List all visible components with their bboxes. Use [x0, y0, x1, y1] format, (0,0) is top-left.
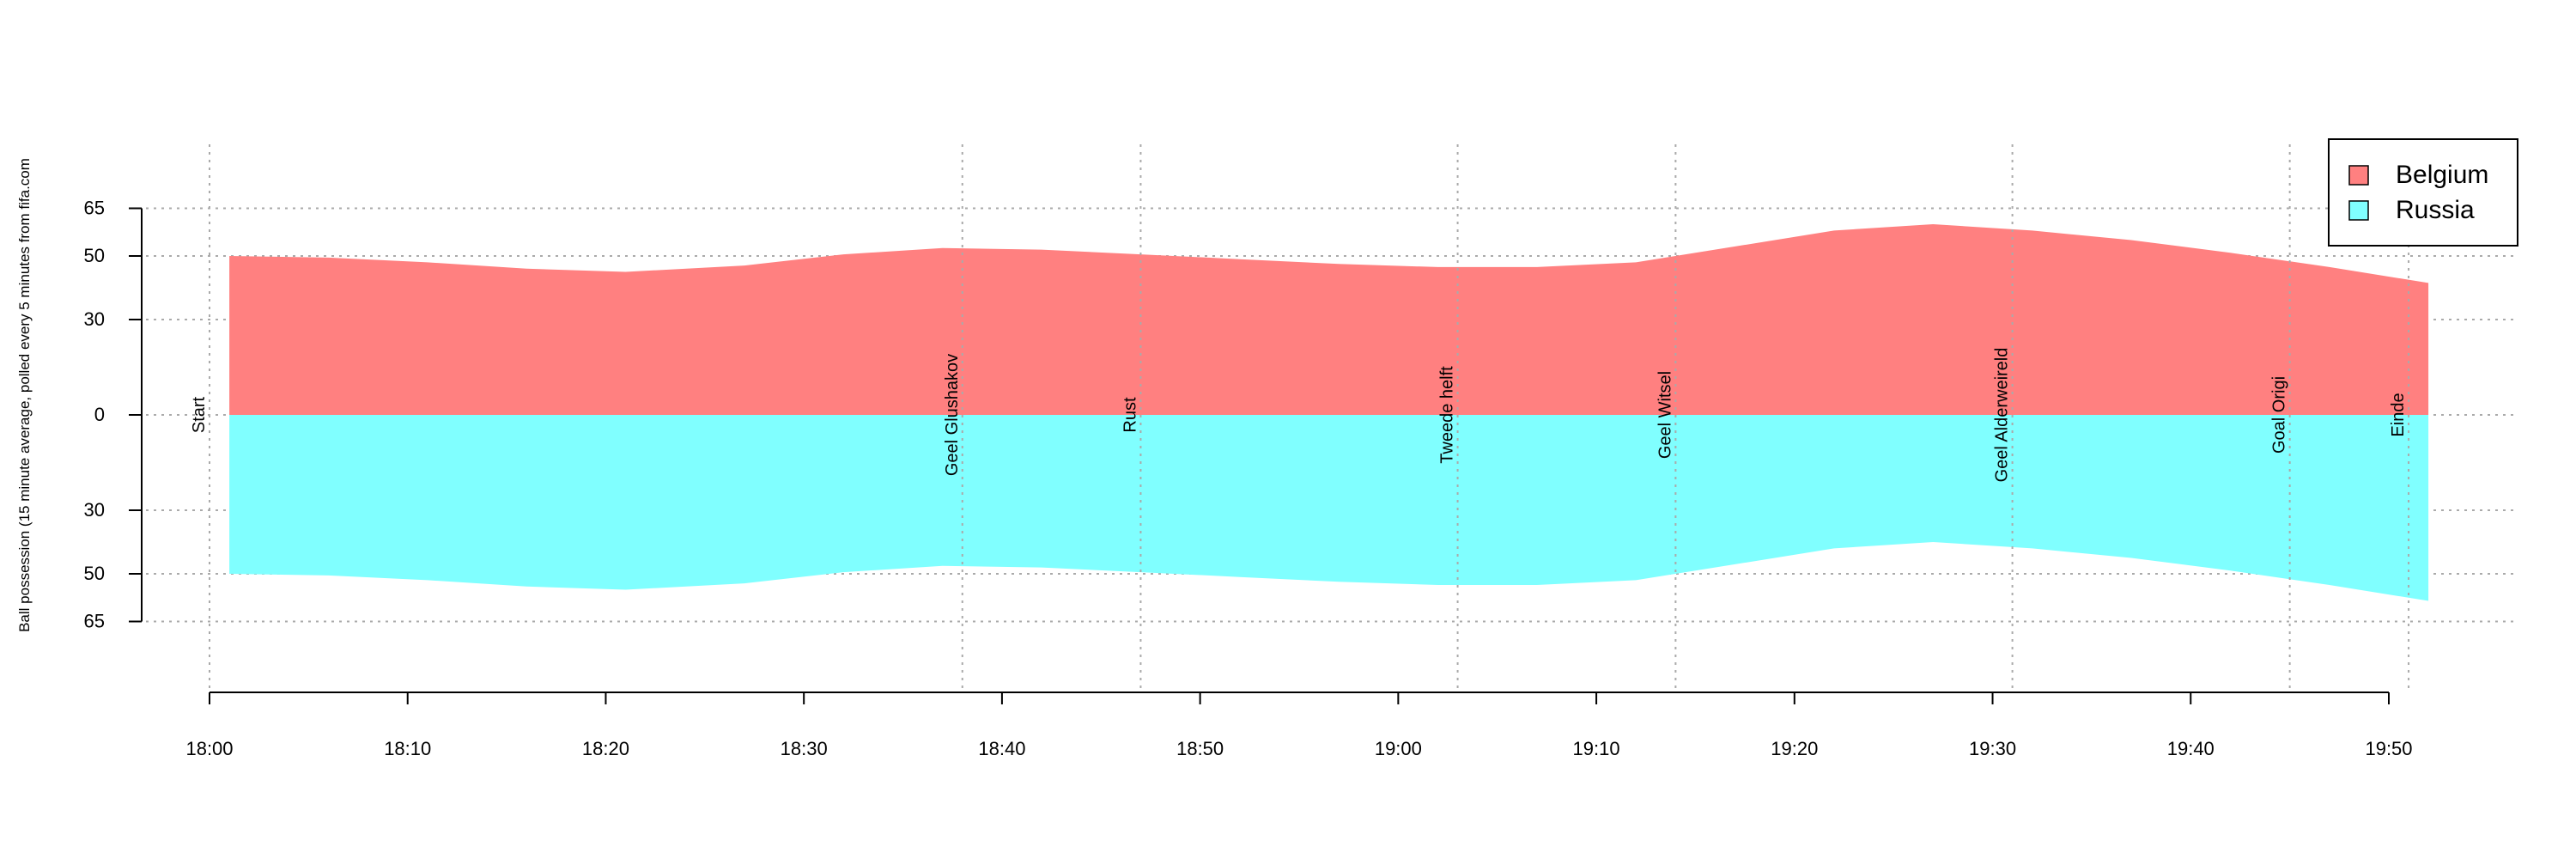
x-tick-label-10: 19:40 — [2167, 738, 2215, 759]
event-label-4: Geel Witsel — [1656, 371, 1674, 459]
x-tick-label-8: 19:20 — [1771, 738, 1818, 759]
event-label-1: Geel Glushakov — [943, 354, 962, 476]
possession-areas — [229, 224, 2429, 601]
x-tick-label-4: 18:40 — [978, 738, 1025, 759]
x-tick-label-0: 18:00 — [185, 738, 233, 759]
event-label-5: Geel Alderweireld — [1993, 348, 2012, 483]
area-russia — [229, 415, 2429, 601]
legend-label-belgium: Belgium — [2396, 161, 2488, 189]
legend-label-russia: Russia — [2396, 196, 2475, 224]
y-tick-label-top-0: 0 — [94, 404, 105, 425]
event-label-2: Rust — [1121, 397, 1139, 433]
x-tick-label-3: 18:30 — [781, 738, 828, 759]
x-tick-label-11: 19:50 — [2365, 738, 2412, 759]
legend-swatch-belgium — [2348, 165, 2369, 186]
y-tick-label-top-30: 30 — [84, 308, 105, 330]
y-axis-label: Ball possession (15 minute average, poll… — [16, 158, 33, 632]
x-tick-label-5: 18:50 — [1176, 738, 1224, 759]
y-tick-label-bottom-30: 30 — [84, 499, 105, 521]
x-tick-label-9: 19:30 — [1969, 738, 2016, 759]
event-label-3: Tweede helft — [1438, 366, 1457, 464]
legend-box — [2328, 138, 2518, 247]
area-belgium — [229, 224, 2429, 415]
y-tick-label-bottom-50: 50 — [84, 563, 105, 584]
event-label-0: Start — [190, 396, 209, 433]
x-tick-label-2: 18:20 — [582, 738, 629, 759]
x-tick-label-1: 18:10 — [384, 738, 431, 759]
event-markers: Start Geel Glushakov Rust Tweede helft Geel … — [190, 144, 2410, 692]
y-tick-label-top-50: 50 — [84, 245, 105, 266]
event-label-7: Einde — [2389, 393, 2408, 436]
legend: Belgium Russia — [2328, 138, 2518, 247]
axes: 65 50 30 0 30 50 65 18:00 18:10 18:20 18:30 18:40 18… — [84, 198, 2413, 760]
y-tick-label-bottom-65: 65 — [84, 611, 105, 632]
event-label-6: Goal Origi — [2270, 376, 2289, 454]
x-tick-label-6: 19:00 — [1375, 738, 1422, 759]
x-tick-label-7: 19:10 — [1573, 738, 1620, 759]
y-tick-label-top-65: 65 — [84, 198, 105, 219]
legend-swatch-russia — [2348, 200, 2369, 221]
